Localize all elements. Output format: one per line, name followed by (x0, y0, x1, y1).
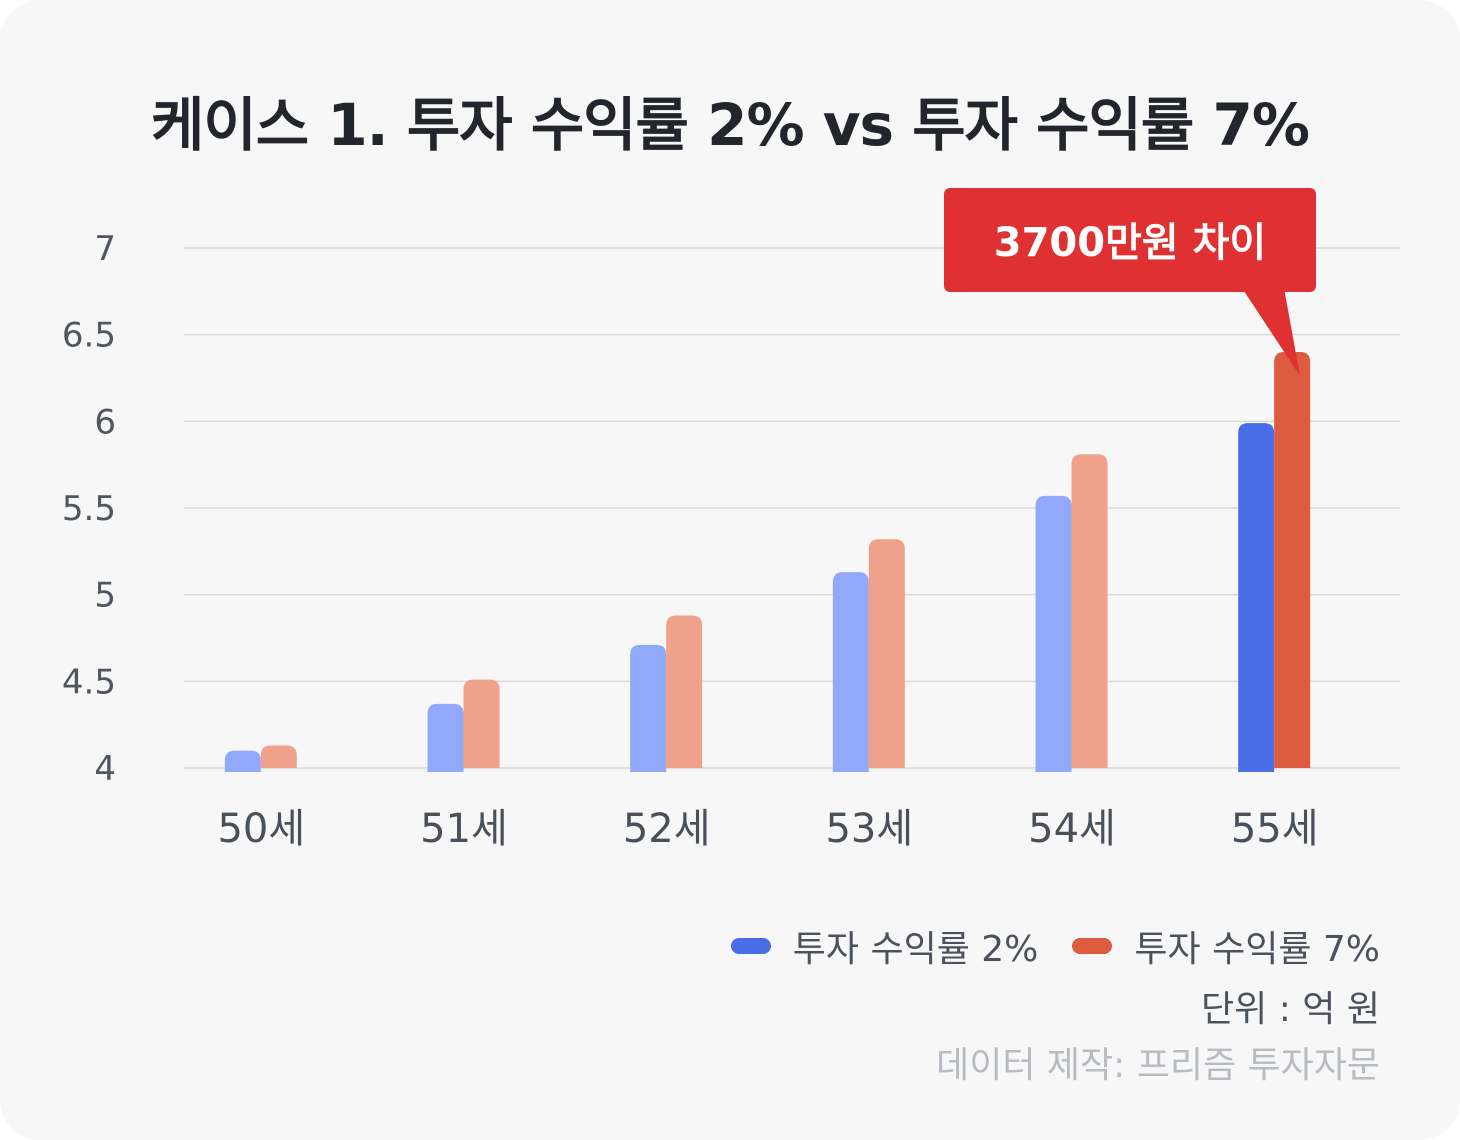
y-tick-label: 5 (94, 576, 116, 616)
bar-7pct (260, 745, 297, 768)
chart-title: 케이스 1. 투자 수익률 2% vs 투자 수익률 7% (151, 91, 1310, 159)
x-tick-label: 55세 (1231, 806, 1319, 852)
bar-7pct (868, 539, 905, 768)
y-tick-label: 6.5 (62, 316, 116, 356)
callout-tail (1242, 288, 1300, 376)
legend-label-2pct: 투자 수익률 2% (792, 929, 1039, 970)
x-tick-label: 51세 (420, 806, 508, 852)
x-tick-label: 50세 (217, 806, 305, 852)
y-axis-ticks: 4 4.5 5 5.5 6 6.5 7 (62, 229, 116, 789)
y-tick-label: 6 (94, 402, 116, 442)
bars (224, 352, 1311, 772)
bar-7pct (666, 615, 703, 768)
bar-2pct (224, 750, 261, 772)
bar-7pct (463, 679, 500, 768)
bar-2pct (630, 644, 667, 772)
legend-swatch-2pct (730, 938, 771, 954)
legend-label-7pct: 투자 수익률 7% (1134, 929, 1380, 970)
x-tick-label: 54세 (1028, 806, 1116, 852)
bar-2pct (427, 703, 464, 772)
legend-item-7pct: 투자 수익률 7% (1072, 920, 1380, 972)
legend-swatch-7pct (1072, 938, 1113, 954)
x-tick-label: 53세 (825, 806, 913, 852)
bar-2pct (1238, 423, 1275, 772)
bar-7pct (1274, 352, 1311, 768)
callout: 3700만원 차이 (944, 188, 1316, 376)
x-tick-label: 52세 (623, 806, 711, 852)
unit-label: 단위 : 억 원 (1201, 989, 1380, 1030)
gridlines (184, 247, 1400, 769)
callout-text: 3700만원 차이 (994, 220, 1266, 266)
y-tick-label: 5.5 (62, 489, 116, 529)
legend: 투자 수익률 2% 투자 수익률 7% (730, 920, 1380, 972)
y-tick-label: 7 (94, 229, 116, 269)
y-tick-label: 4 (94, 749, 116, 789)
callout-box (944, 188, 1316, 292)
bar-7pct (1071, 454, 1108, 768)
x-axis-ticks: 50세 51세 52세 53세 54세 55세 (217, 806, 1318, 852)
y-tick-label: 4.5 (62, 662, 116, 702)
legend-item-2pct: 투자 수익률 2% (730, 920, 1039, 972)
bar-2pct (832, 572, 869, 772)
credit-label: 데이터 제작: 프리즘 투자자문 (936, 1045, 1380, 1086)
bar-2pct (1035, 495, 1072, 772)
